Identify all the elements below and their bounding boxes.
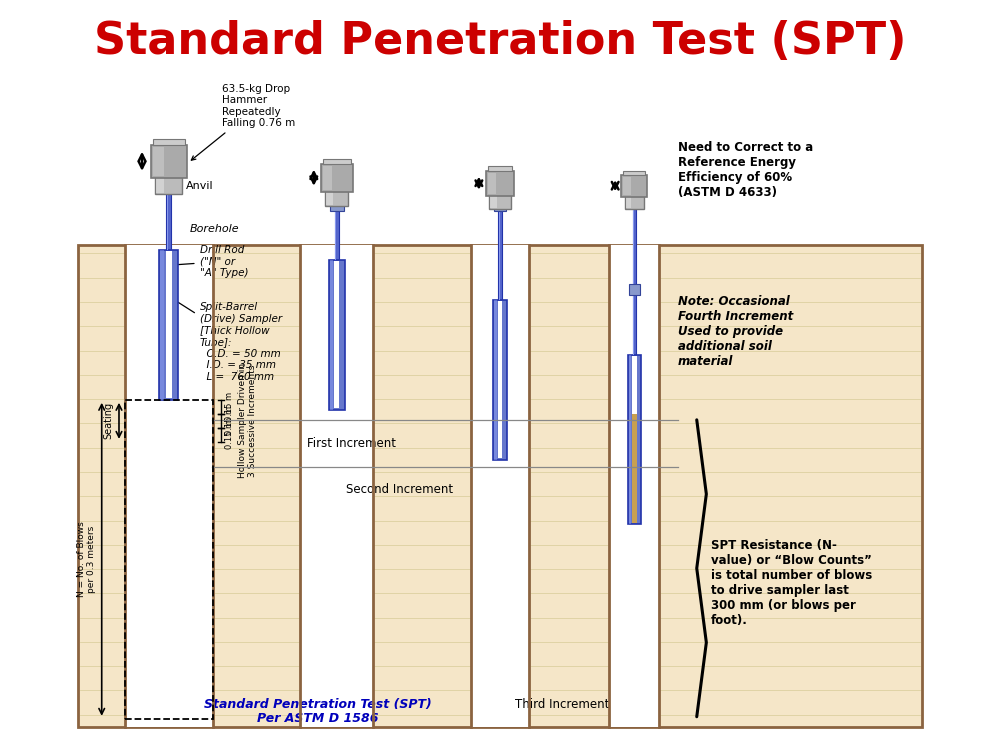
Bar	[625, 196, 644, 208]
Bar	[633, 209, 636, 355]
Text: Second Increment: Second Increment	[346, 483, 453, 496]
Bar	[300, 245, 373, 727]
Bar	[160, 251, 164, 400]
Text: Standard Penetration Test (SPT): Standard Penetration Test (SPT)	[94, 20, 906, 63]
Text: Split-Barrel
(Drive) Sampler
[Thick Hollow
Tube]:
  O.D. = 50 mm
  I.D. = 35 mm
: Split-Barrel (Drive) Sampler [Thick Holl…	[163, 292, 282, 382]
Bar	[329, 260, 345, 410]
Text: Need to Correct to a
Reference Energy
Efficiency of 60%
(ASTM D 4633): Need to Correct to a Reference Energy Ef…	[678, 141, 813, 199]
Bar	[156, 178, 164, 193]
Bar	[151, 145, 187, 178]
Text: Borehole: Borehole	[190, 224, 240, 233]
Bar	[498, 209, 502, 300]
Bar	[494, 300, 497, 460]
Bar	[330, 260, 333, 410]
Bar	[323, 166, 332, 190]
Text: Per ASTM D 1586: Per ASTM D 1586	[257, 712, 378, 725]
Bar	[498, 302, 502, 458]
Bar	[166, 251, 172, 398]
Text: Drill Rod
("N" or
"A" Type): Drill Rod ("N" or "A" Type)	[171, 244, 248, 278]
Text: 0.15 m: 0.15 m	[225, 420, 234, 449]
Bar	[629, 355, 631, 524]
Text: SPT Resistance (N-
value) or “Blow Counts”
is total number of blows
to drive sam: SPT Resistance (N- value) or “Blow Count…	[711, 539, 872, 628]
Text: First Increment: First Increment	[307, 436, 396, 450]
Bar	[159, 251, 178, 400]
Bar	[325, 190, 348, 206]
Bar	[626, 196, 631, 208]
Bar	[321, 164, 353, 192]
Bar	[153, 147, 164, 176]
Bar	[125, 245, 213, 727]
Bar	[335, 206, 336, 260]
Text: 63.5-kg Drop
Hammer
Repeatedly
Falling 0.76 m: 63.5-kg Drop Hammer Repeatedly Falling 0…	[191, 83, 295, 160]
Text: 0.15 m: 0.15 m	[225, 406, 234, 436]
Text: Third Increment: Third Increment	[515, 698, 610, 711]
Text: Seating: Seating	[103, 402, 113, 439]
Text: Anvil: Anvil	[186, 181, 214, 190]
Bar	[632, 356, 637, 523]
Bar	[628, 355, 641, 524]
Bar	[166, 194, 171, 250]
Bar	[330, 198, 344, 211]
Bar	[125, 400, 213, 718]
Text: Note: Occasional
Fourth Increment
Used to provide
additional soil
material: Note: Occasional Fourth Increment Used t…	[678, 296, 793, 368]
Bar	[632, 414, 637, 524]
Bar	[326, 192, 333, 205]
Bar	[471, 245, 529, 727]
Bar	[609, 245, 659, 727]
Bar	[78, 245, 922, 727]
Bar	[493, 300, 507, 460]
Bar	[490, 196, 497, 208]
Text: 0.15 m: 0.15 m	[225, 392, 234, 422]
Bar	[623, 177, 631, 195]
Bar	[334, 262, 339, 408]
Bar	[153, 139, 185, 145]
Bar	[167, 194, 168, 250]
Text: Hollow Sampler Driven in
3 Successive Increments: Hollow Sampler Driven in 3 Successive In…	[238, 363, 257, 478]
Bar	[323, 159, 351, 164]
Bar	[489, 195, 511, 208]
Bar	[629, 284, 640, 296]
Bar	[623, 171, 645, 175]
Text: Standard Penetration Test (SPT): Standard Penetration Test (SPT)	[204, 698, 432, 711]
Bar	[155, 177, 182, 194]
Bar	[488, 172, 496, 194]
Bar	[494, 199, 506, 211]
Bar	[621, 175, 647, 196]
Bar	[488, 166, 512, 171]
Text: N = No. of Blows
per 0.3 meters: N = No. of Blows per 0.3 meters	[77, 521, 96, 597]
Bar	[335, 206, 339, 260]
Bar	[486, 171, 514, 196]
